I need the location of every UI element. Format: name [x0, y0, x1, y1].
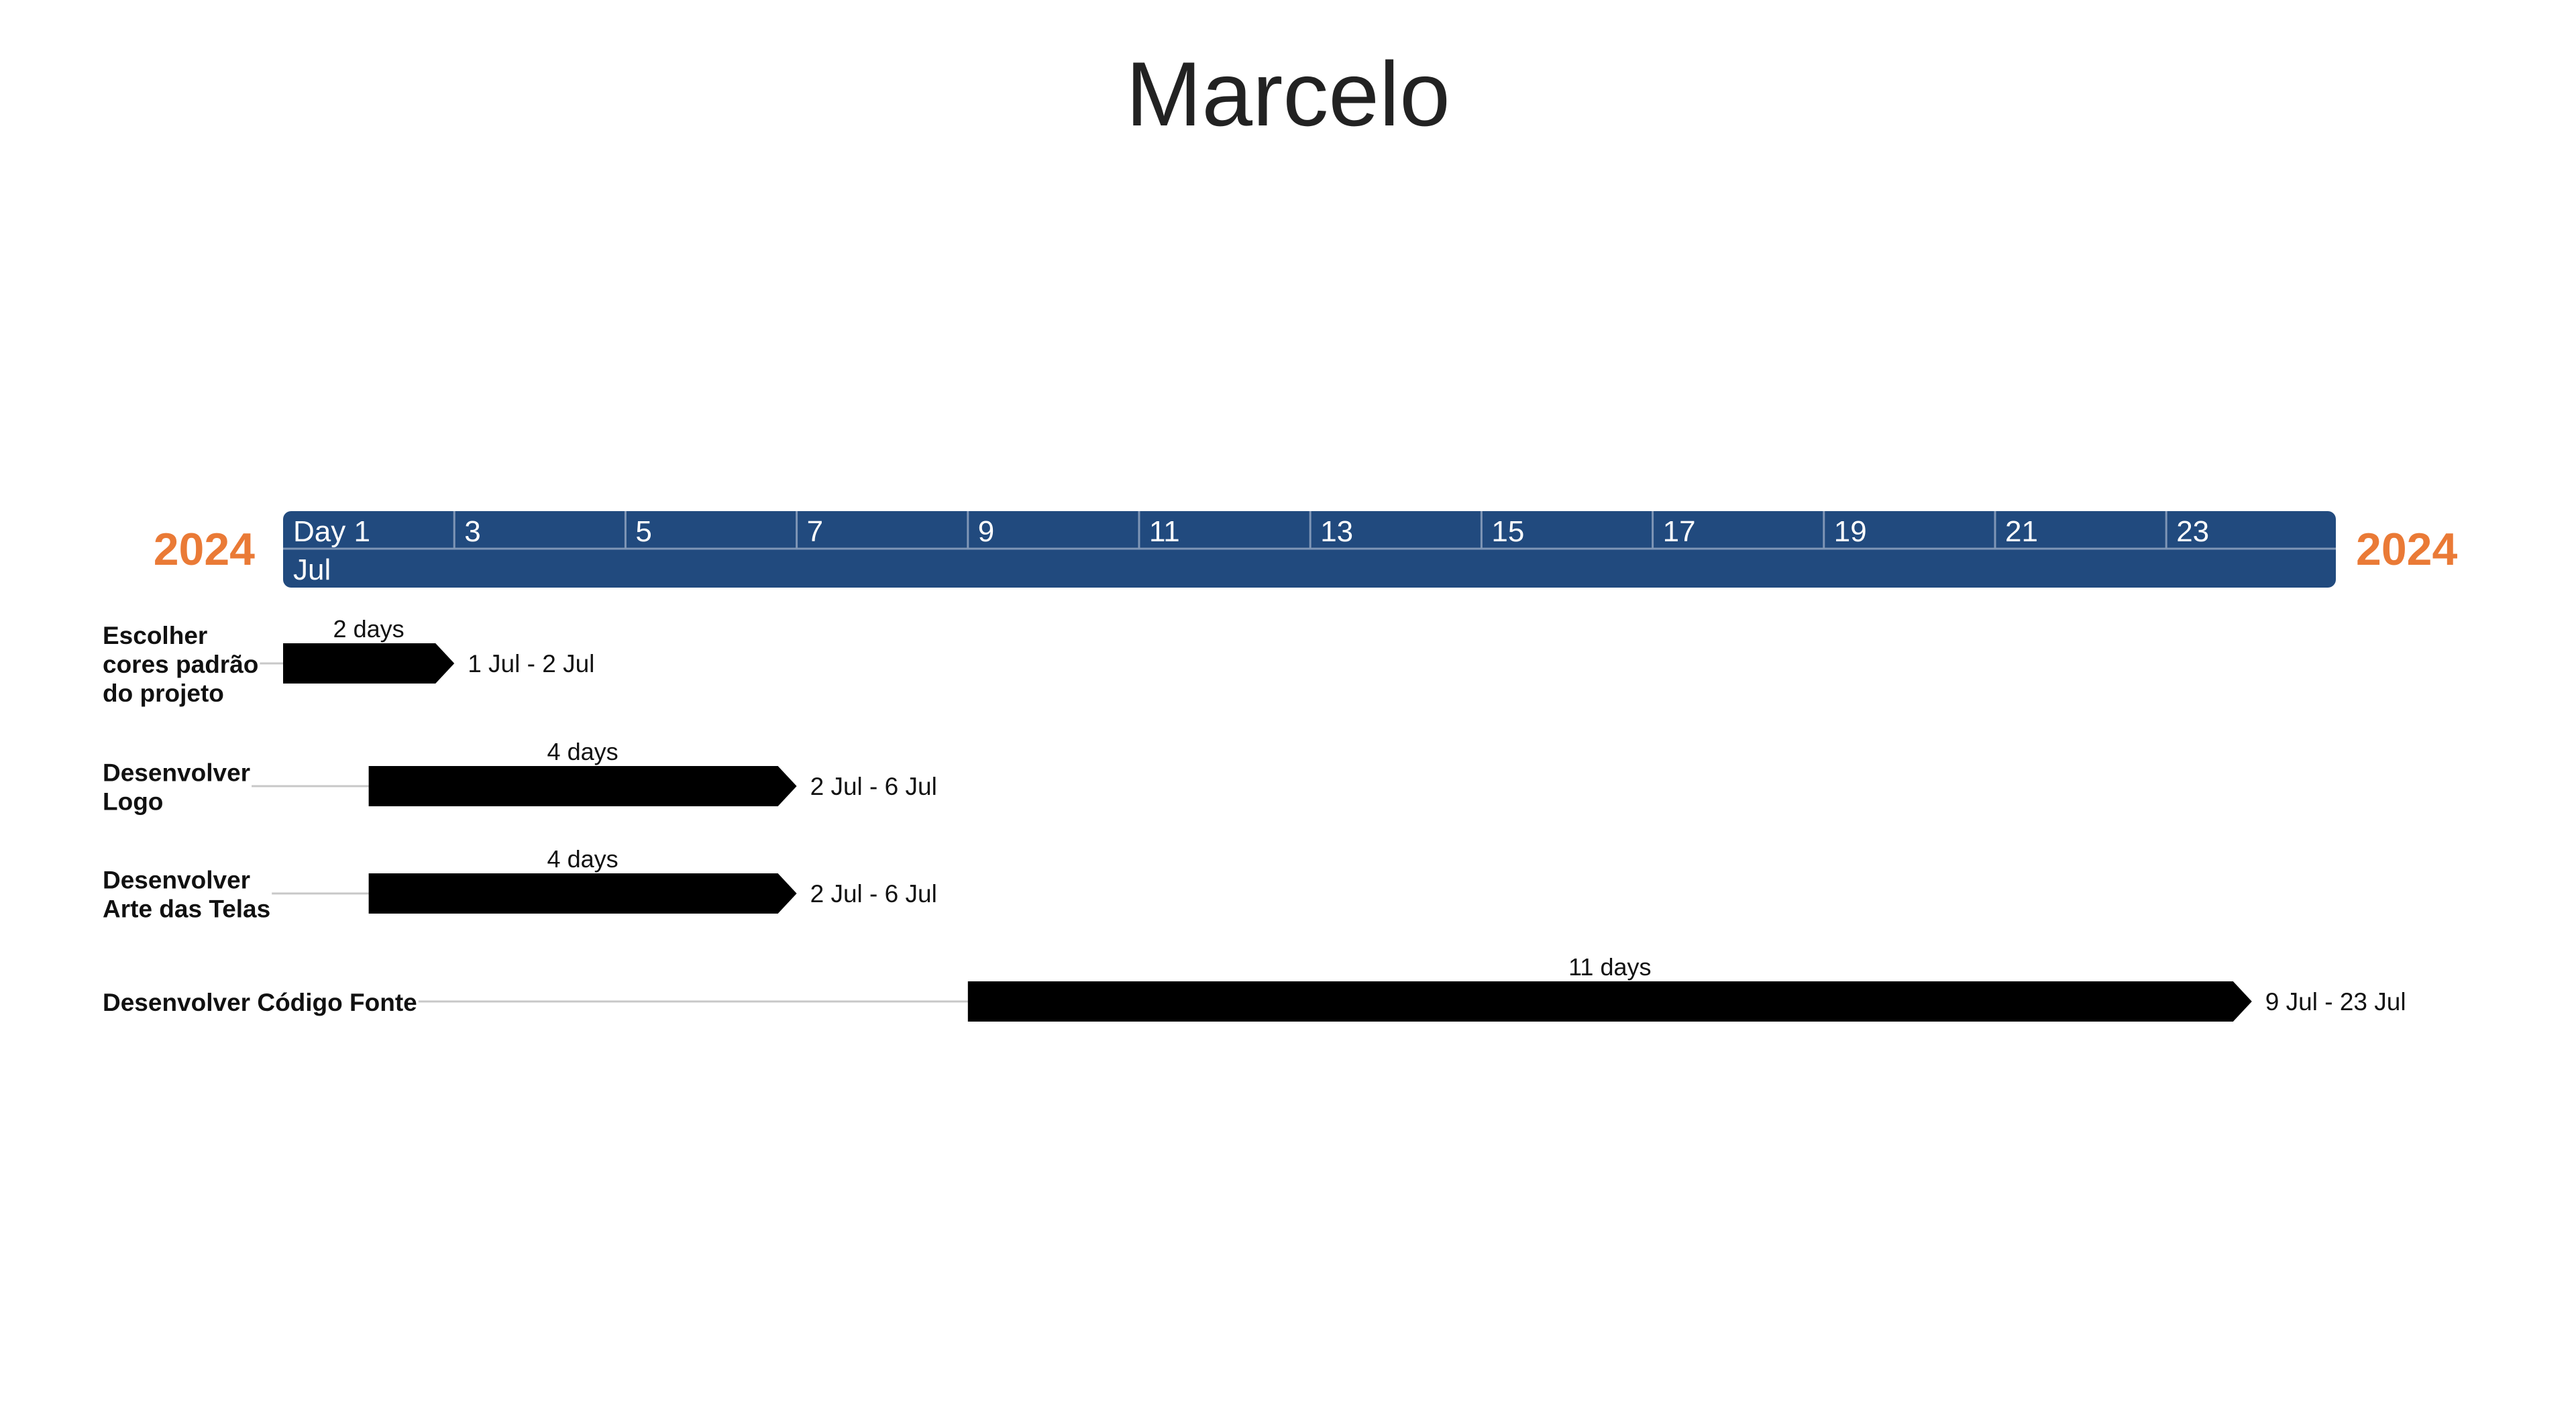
- tick-label: 19: [1834, 515, 1867, 548]
- duration-label: 4 days: [547, 738, 619, 765]
- task-label: Logo: [103, 788, 163, 816]
- task-label: Arte das Telas: [103, 895, 270, 923]
- task-label: Desenvolver: [103, 867, 250, 894]
- year-label-left: 2024: [154, 524, 255, 575]
- task-bar: [368, 873, 797, 914]
- tick-label: 21: [2005, 515, 2038, 548]
- task-label: Desenvolver: [103, 759, 250, 787]
- tick-label: 7: [807, 515, 823, 548]
- tick-label: 3: [464, 515, 480, 548]
- date-range-label: 2 Jul - 6 Jul: [810, 773, 937, 800]
- tick-label: 15: [1491, 515, 1524, 548]
- task-row: Desenvolver Código Fonte 11 days 9 Jul - 2…: [103, 953, 2406, 1022]
- timeline-header: Day 1 3 5 7 9 11 13 15 17 19 21 23 Jul 2024 2024: [154, 511, 2457, 588]
- task-label: cores padrão: [103, 651, 258, 678]
- date-range-label: 9 Jul - 23 Jul: [2265, 988, 2406, 1016]
- task-label: do projeto: [103, 679, 224, 707]
- chart-title: Marcelo: [1126, 43, 1450, 145]
- tick-label: 5: [635, 515, 651, 548]
- year-label-right: 2024: [2356, 524, 2457, 575]
- tick-label: 11: [1149, 515, 1180, 548]
- task-bar: [967, 981, 2252, 1022]
- task-bar: [368, 766, 797, 806]
- task-label: Desenvolver Código Fonte: [103, 989, 417, 1016]
- tick-label: Day 1: [293, 515, 370, 548]
- tick-label: 9: [978, 515, 994, 548]
- date-range-label: 2 Jul - 6 Jul: [810, 880, 937, 908]
- date-range-label: 1 Jul - 2 Jul: [468, 650, 594, 677]
- duration-label: 2 days: [333, 615, 405, 643]
- tick-label: 23: [2176, 515, 2209, 548]
- tick-label: 13: [1320, 515, 1353, 548]
- task-label: Escolher: [103, 622, 207, 649]
- task-bar: [283, 643, 455, 684]
- duration-label: 4 days: [547, 845, 619, 873]
- duration-label: 11 days: [1568, 953, 1651, 981]
- month-label: Jul: [293, 553, 331, 586]
- tick-label: 17: [1663, 515, 1696, 548]
